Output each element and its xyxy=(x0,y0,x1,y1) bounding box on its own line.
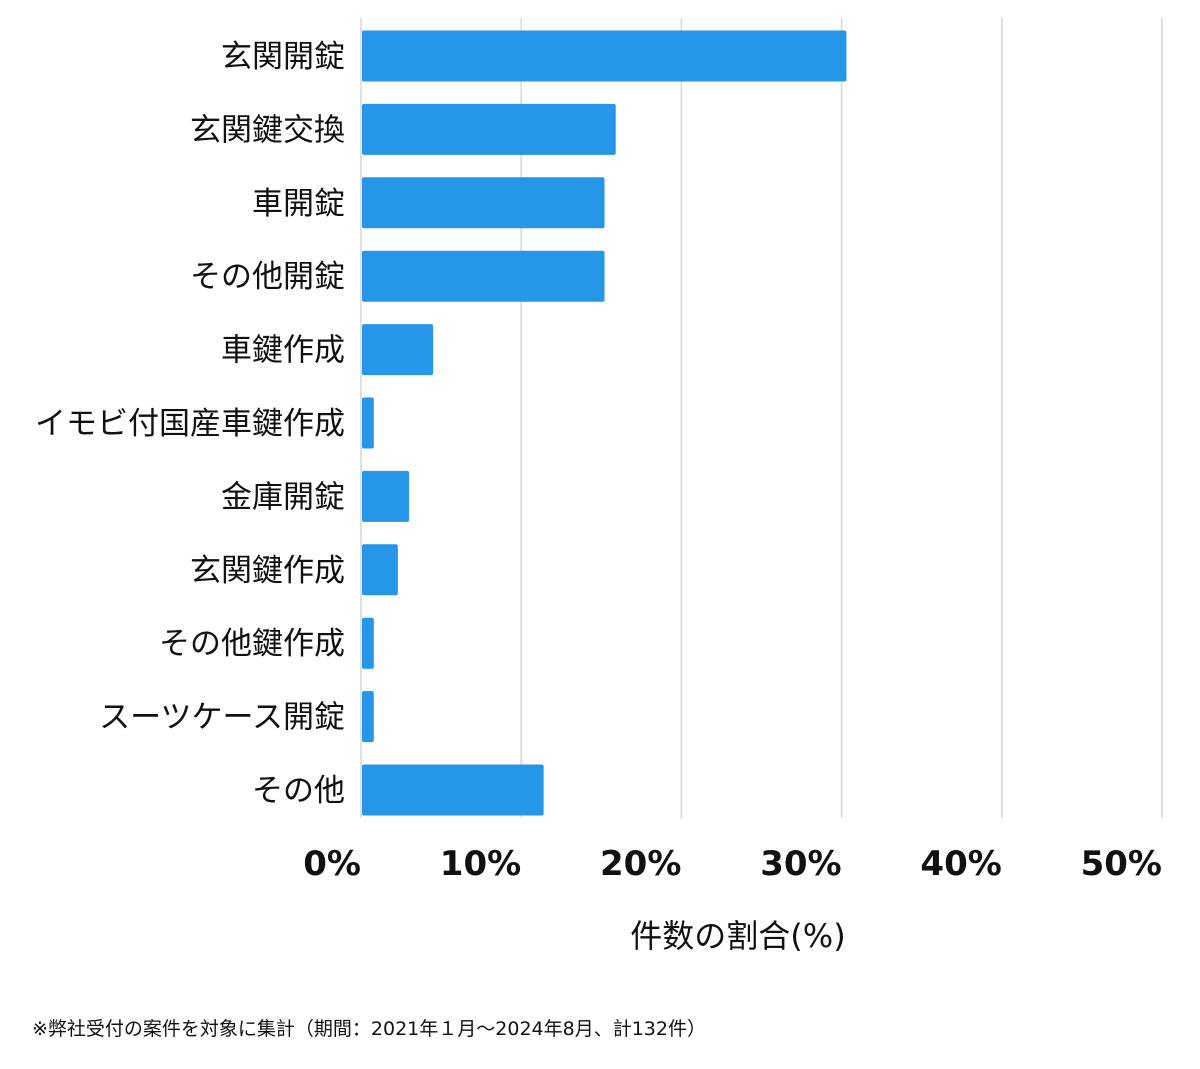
x-tick-labels: 0% 10% 20% 30% 40% 50% xyxy=(303,844,1162,884)
bar xyxy=(362,397,374,449)
bar xyxy=(362,324,434,376)
category-label: その他鍵作成 xyxy=(159,626,345,662)
category-label: 車鍵作成 xyxy=(221,333,345,369)
category-label: 車開錠 xyxy=(252,186,345,222)
category-label: 玄関鍵交換 xyxy=(190,112,345,148)
bar xyxy=(362,470,410,522)
bar xyxy=(362,30,847,82)
category-label: 玄関開錠 xyxy=(221,39,345,75)
x-tick-label: 50% xyxy=(1081,844,1162,884)
x-axis-title: 件数の割合(%) xyxy=(630,917,845,955)
category-labels: 玄関開錠玄関鍵交換車開錠その他開錠車鍵作成イモビ付国産車鍵作成金庫開錠玄関鍵作成… xyxy=(35,39,345,809)
category-label: その他開錠 xyxy=(190,259,345,295)
bar xyxy=(362,177,605,229)
category-label: イモビ付国産車鍵作成 xyxy=(35,406,345,442)
category-label: 玄関鍵作成 xyxy=(190,553,345,589)
bar xyxy=(362,764,544,816)
bar-chart: 玄関開錠玄関鍵交換車開錠その他開錠車鍵作成イモビ付国産車鍵作成金庫開錠玄関鍵作成… xyxy=(35,18,1163,955)
bar xyxy=(362,250,605,302)
bar xyxy=(362,103,616,155)
footnote: ※弊社受付の案件を対象に集計（期間：2021年１月〜2024年8月、計132件） xyxy=(32,1018,706,1040)
bar xyxy=(362,617,374,669)
category-label: スーツケース開錠 xyxy=(99,700,345,736)
x-tick-label: 0% xyxy=(303,844,361,884)
x-tick-label: 30% xyxy=(760,844,841,884)
category-label: その他 xyxy=(252,773,345,809)
bars xyxy=(362,30,847,816)
x-tick-label: 10% xyxy=(440,844,521,884)
bar xyxy=(362,691,374,743)
bar xyxy=(362,544,398,596)
x-tick-label: 20% xyxy=(600,844,681,884)
x-tick-label: 40% xyxy=(920,844,1001,884)
category-label: 金庫開錠 xyxy=(221,479,345,515)
